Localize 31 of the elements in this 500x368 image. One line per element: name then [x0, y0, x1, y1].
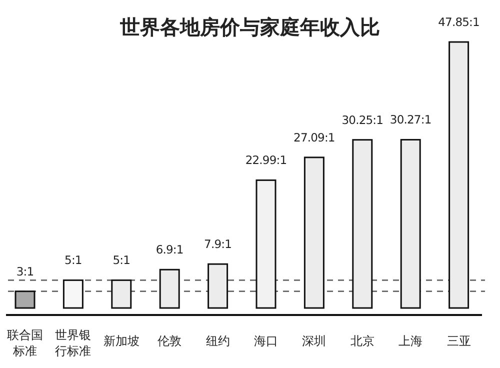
bar: [208, 263, 228, 309]
x-tick-label: 北京: [350, 334, 374, 348]
data-label: 22.99:1: [245, 153, 287, 168]
data-label: 6.9:1: [156, 242, 184, 257]
x-tick-label: 海口: [254, 334, 278, 348]
data-label: 27.09:1: [294, 130, 335, 144]
data-label: 30.27:1: [390, 112, 432, 127]
bar: [448, 41, 470, 309]
bar: [400, 138, 421, 309]
data-label: 5:1: [64, 253, 82, 268]
bar: [352, 139, 373, 309]
x-tick-label: 深圳: [302, 334, 326, 348]
x-tick-label: 上海: [398, 334, 423, 348]
data-label: 30.25:1: [342, 112, 384, 127]
x-tick-label: 纽约: [206, 334, 230, 348]
bar: [62, 279, 84, 309]
chart-title: 世界各地房价与家庭年收入比: [119, 15, 380, 39]
bar: [14, 290, 36, 309]
x-tick-label: 联合国标准: [7, 328, 43, 358]
data-label: 3:1: [16, 264, 34, 278]
data-label: 47.85:1: [438, 15, 480, 29]
x-tick-label: 伦敦: [158, 334, 182, 348]
x-tick-label: 三亚: [446, 334, 471, 348]
bar: [111, 279, 132, 309]
data-label: 7.9:1: [204, 237, 232, 252]
x-tick-label: 世界银行标准: [55, 328, 92, 358]
bar: [256, 179, 276, 309]
data-label: 5:1: [112, 253, 130, 268]
x-tick-label: 新加坡: [103, 334, 140, 348]
bar: [304, 156, 324, 309]
bar: [159, 268, 180, 309]
